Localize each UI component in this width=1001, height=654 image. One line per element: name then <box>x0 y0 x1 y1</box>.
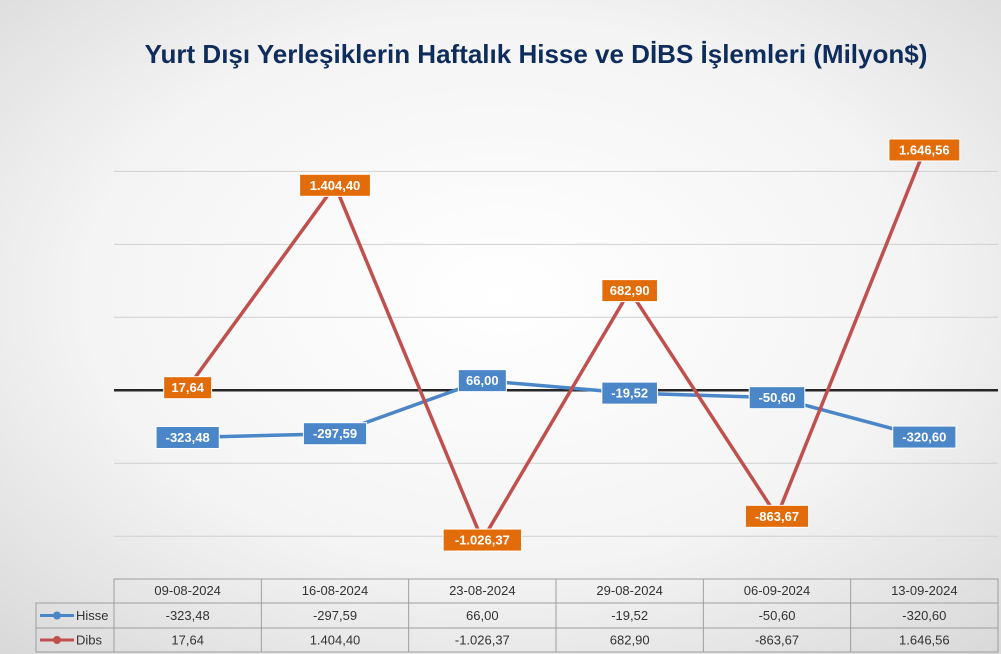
table-cell-dibs: -863,67 <box>755 633 799 648</box>
data-label-hisse: -50,60 <box>748 386 806 410</box>
data-label-text: 66,00 <box>466 373 499 388</box>
data-label-box <box>744 504 810 528</box>
data-label-text: -320,60 <box>902 430 946 445</box>
table-cell-hisse: -320,60 <box>902 608 946 623</box>
data-label-dibs: 1.404,40 <box>299 173 371 197</box>
data-label-text: 1.404,40 <box>310 178 361 193</box>
data-labels: -323,48 -297,59 66,00 -19,52 -50,60 -320,60 17… <box>155 138 961 552</box>
data-label-box <box>155 425 220 449</box>
data-label-box <box>892 425 957 449</box>
table-cell-hisse: 66,00 <box>466 608 499 623</box>
table-cell-hisse: -323,48 <box>166 608 210 623</box>
data-label-dibs: -1.026,37 <box>442 528 523 552</box>
data-label-text: -863,67 <box>755 509 799 524</box>
data-label-text: -50,60 <box>759 390 796 405</box>
table-cell-dibs: 682,90 <box>610 633 650 648</box>
data-label-text: -323,48 <box>166 430 210 445</box>
x-tick-label: 09-08-2024 <box>154 583 221 598</box>
legend-label-hisse: Hisse <box>76 608 109 623</box>
x-tick-label: 29-08-2024 <box>596 583 663 598</box>
table-cell-hisse: -50,60 <box>759 608 796 623</box>
legend-swatch-marker-dibs <box>53 636 61 644</box>
chart-title: Yurt Dışı Yerleşiklerin Haftalık Hisse v… <box>145 39 928 69</box>
legend-swatch-marker-hisse <box>53 611 61 620</box>
x-tick-label: 13-09-2024 <box>891 583 958 598</box>
x-tick-label: 06-09-2024 <box>744 583 811 598</box>
data-label-dibs: 682,90 <box>601 279 658 303</box>
data-label-text: -297,59 <box>313 426 357 441</box>
x-tick-label: 23-08-2024 <box>449 583 516 598</box>
data-label-box <box>302 422 368 446</box>
data-label-hisse: -320,60 <box>892 425 957 449</box>
data-label-text: 682,90 <box>610 283 650 298</box>
data-label-box <box>457 369 507 393</box>
data-label-dibs: -863,67 <box>744 504 810 528</box>
data-label-text: -19,52 <box>611 386 648 401</box>
gridlines <box>114 170 998 537</box>
data-label-hisse: -19,52 <box>601 381 658 405</box>
data-label-box <box>442 528 523 552</box>
data-label-text: 17,64 <box>171 380 204 395</box>
data-label-box <box>888 138 961 162</box>
data-label-text: -1.026,37 <box>455 533 510 548</box>
data-label-dibs: 17,64 <box>163 376 213 400</box>
data-label-box <box>299 173 371 197</box>
data-label-box <box>748 386 806 410</box>
legend-label-dibs: Dibs <box>76 633 103 648</box>
table-cell-hisse: -19,52 <box>611 608 648 623</box>
series-line-dibs <box>186 149 926 542</box>
data-label-dibs: 1.646,56 <box>888 138 961 162</box>
data-table: 09-08-2024 16-08-2024 23-08-2024 29-08-2024… <box>35 578 999 653</box>
data-label-hisse: -297,59 <box>302 422 368 446</box>
table-cell-dibs: 17,64 <box>171 633 204 648</box>
data-label-box <box>163 376 213 400</box>
table-cell-dibs: -1.026,37 <box>455 633 510 648</box>
data-label-box <box>601 279 658 303</box>
data-label-box <box>601 381 658 405</box>
table-cell-dibs: 1.646,56 <box>899 633 950 648</box>
table-cell-dibs: 1.404,40 <box>310 633 361 648</box>
x-tick-label: 16-08-2024 <box>302 583 369 598</box>
data-label-text: 1.646,56 <box>899 142 950 157</box>
data-label-hisse: -323,48 <box>155 425 220 449</box>
table-cell-hisse: -297,59 <box>313 608 357 623</box>
data-label-hisse: 66,00 <box>457 369 507 393</box>
